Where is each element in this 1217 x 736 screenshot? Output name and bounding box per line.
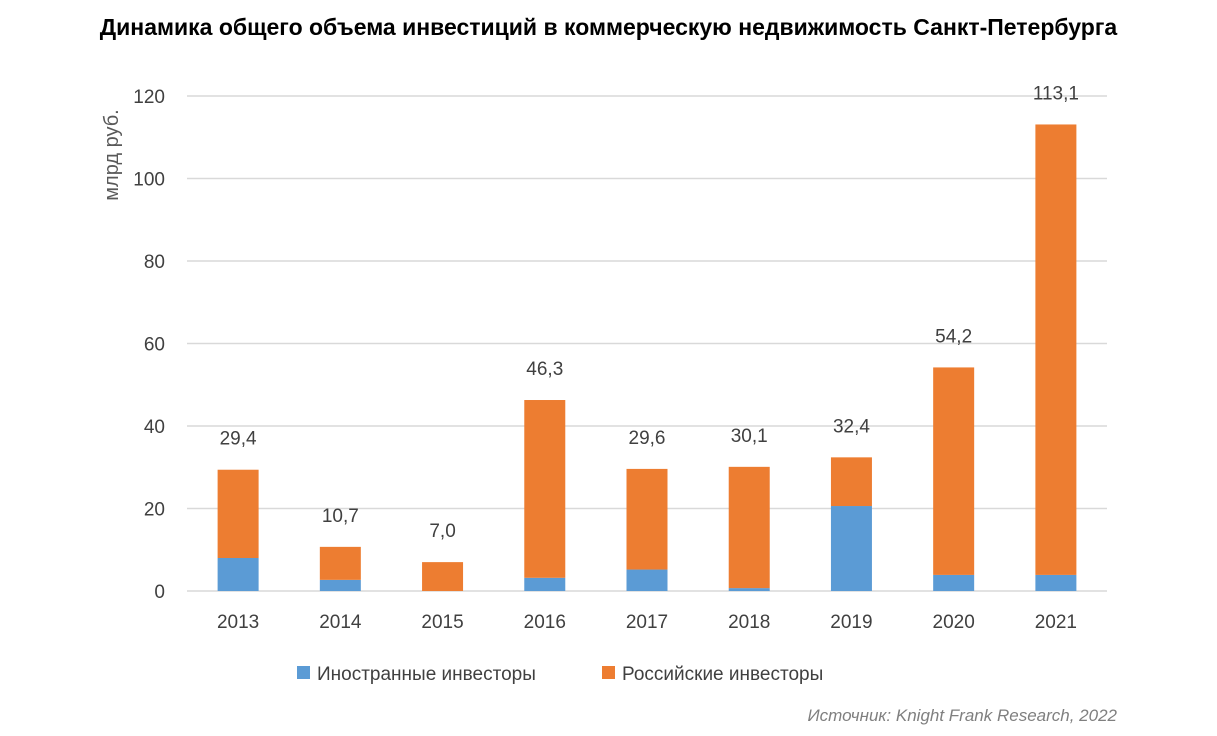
x-tick-label: 2020	[933, 612, 975, 633]
bar-segment-foreign	[524, 577, 566, 591]
bar-segment-foreign	[626, 569, 668, 591]
bar-segment-foreign	[217, 558, 259, 591]
legend-label: Российские инвесторы	[622, 664, 823, 685]
chart-title: Динамика общего объема инвестиций в комм…	[99, 14, 1118, 40]
x-tick-label: 2017	[626, 612, 668, 633]
total-data-label: 30,1	[731, 426, 768, 447]
legend-swatch	[602, 666, 615, 679]
legend-swatch	[297, 666, 310, 679]
bar-segment-russian	[933, 367, 975, 575]
bar-segment-russian	[524, 400, 566, 578]
bars	[217, 124, 1077, 591]
total-data-label: 46,3	[526, 359, 563, 380]
bar-segment-foreign	[933, 574, 975, 591]
y-tick-label: 60	[144, 335, 165, 356]
bar-segment-russian	[1035, 124, 1077, 575]
bar-segment-russian	[319, 546, 361, 580]
x-tick-label: 2018	[728, 612, 770, 633]
x-tick-label: 2014	[319, 612, 362, 633]
y-tick-label: 100	[133, 170, 165, 191]
x-tick-label: 2019	[830, 612, 872, 633]
source-note: Источник: Knight Frank Research, 2022	[807, 706, 1117, 725]
total-data-label: 29,6	[629, 428, 666, 449]
total-data-label: 7,0	[429, 521, 455, 542]
y-tick-label: 0	[154, 582, 165, 603]
total-data-label: 113,1	[1033, 83, 1079, 104]
bar-segment-foreign	[319, 579, 361, 591]
bar-segment-russian	[422, 562, 464, 591]
total-data-label: 54,2	[935, 326, 972, 347]
y-tick-label: 120	[133, 87, 165, 108]
x-axis-ticks: 2013 2014 2015 2016 2017 2018 2019 2020 2021	[217, 612, 1077, 633]
total-data-label: 29,4	[220, 429, 257, 450]
x-tick-label: 2021	[1035, 612, 1077, 633]
bar-segment-russian	[626, 468, 668, 570]
y-axis-ticks: 0 20 40 60 80 100 120	[133, 87, 165, 603]
bar-segment-foreign	[830, 506, 872, 591]
data-labels: 29,4 10,7 7,0 46,3 29,6 30,1 32,4 54,2 113,1	[220, 83, 1079, 542]
legend-label: Иностранные инвесторы	[317, 664, 536, 685]
y-tick-label: 40	[144, 417, 165, 438]
bar-segment-foreign	[1035, 574, 1077, 591]
y-axis-label: млрд руб.	[101, 109, 123, 200]
x-tick-label: 2013	[217, 612, 259, 633]
total-data-label: 10,7	[322, 506, 359, 527]
bar-segment-russian	[217, 469, 259, 558]
x-tick-label: 2016	[524, 612, 566, 633]
bar-segment-russian	[830, 457, 872, 507]
y-tick-label: 80	[144, 252, 165, 273]
bar-segment-russian	[728, 466, 770, 589]
y-tick-label: 20	[144, 500, 165, 521]
total-data-label: 32,4	[833, 416, 870, 437]
bar-segment-foreign	[728, 588, 770, 591]
legend: Иностранные инвесторы Российские инвестор…	[297, 664, 823, 685]
x-tick-label: 2015	[421, 612, 463, 633]
